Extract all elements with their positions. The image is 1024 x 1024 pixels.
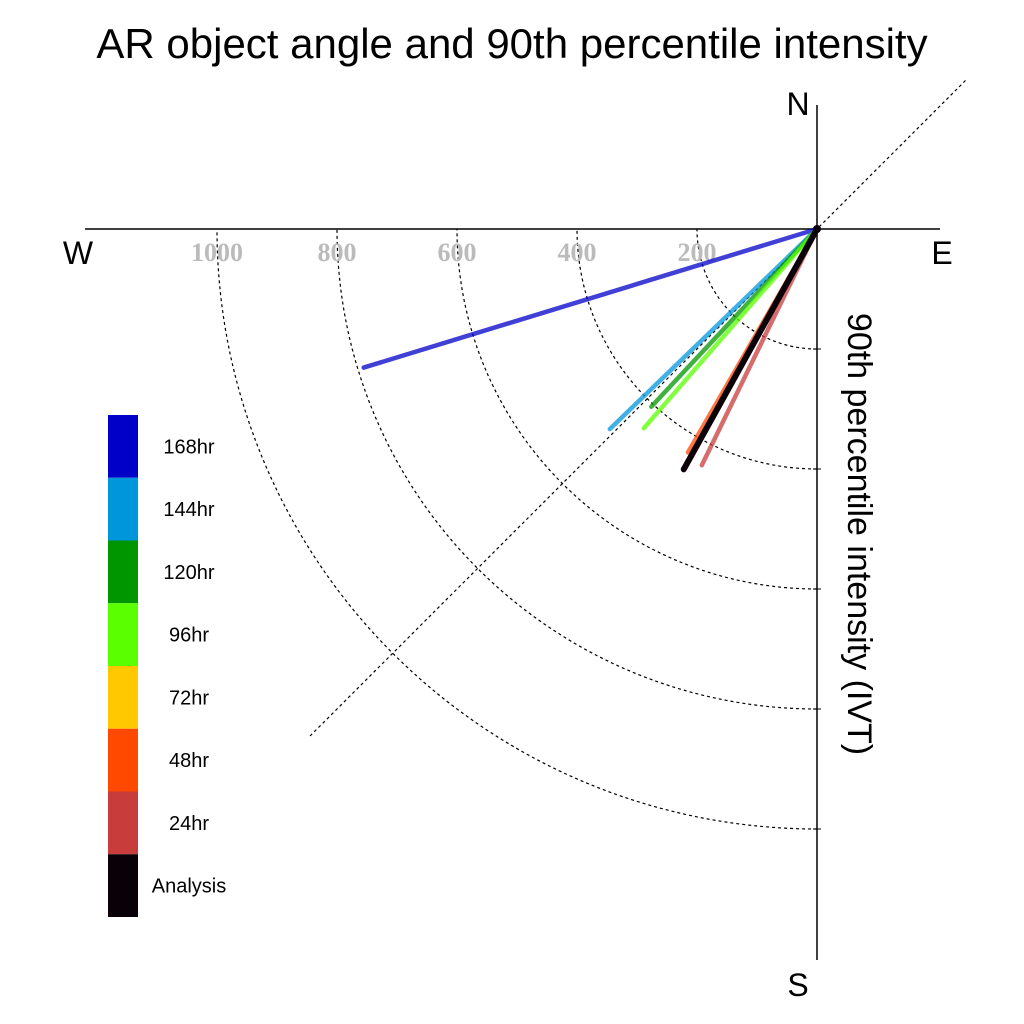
legend-swatch-96hr xyxy=(108,603,138,666)
legend-label-48hr: 48hr xyxy=(169,750,209,772)
chart-title: AR object angle and 90th percentile inte… xyxy=(96,20,927,67)
legend-label-72hr: 72hr xyxy=(169,687,209,709)
radial-tick-label-800: 800 xyxy=(318,238,357,267)
legend-label-144hr: 144hr xyxy=(163,499,214,521)
radial-tick-label-1000: 1000 xyxy=(191,238,243,267)
diagonal-grid-line xyxy=(307,80,966,739)
north-label: N xyxy=(786,86,809,122)
legend: 168hr 144hr 120hr 96hr 72hr 48hr 24hr Analysis xyxy=(108,415,226,917)
legend-label-analysis: Analysis xyxy=(152,876,226,898)
east-label: E xyxy=(931,235,952,271)
legend-swatch-120hr xyxy=(108,540,138,604)
vector-144hr xyxy=(607,226,820,432)
vector-168hr xyxy=(361,226,820,370)
legend-swatch-48hr xyxy=(108,728,138,792)
legend-swatch-168hr xyxy=(108,415,138,478)
vector-analysis xyxy=(680,226,820,473)
origin-dot xyxy=(813,225,821,233)
legend-label-24hr: 24hr xyxy=(169,813,209,835)
legend-label-96hr: 96hr xyxy=(169,625,209,647)
west-label: W xyxy=(63,235,94,271)
south-label: S xyxy=(787,967,808,1003)
radial-tick-label-400: 400 xyxy=(558,238,597,267)
radial-tick-label-600: 600 xyxy=(438,238,477,267)
compass-axes: N S E W xyxy=(63,86,953,1003)
legend-label-120hr: 120hr xyxy=(163,562,214,584)
legend-swatch-144hr xyxy=(108,477,138,541)
series-vectors xyxy=(361,225,821,473)
legend-swatch-24hr xyxy=(108,791,138,855)
legend-swatch-analysis xyxy=(108,854,138,917)
grid-arc-200 xyxy=(696,228,818,350)
legend-label-168hr: 168hr xyxy=(163,436,214,458)
legend-swatch-72hr xyxy=(108,666,138,729)
grid-arc-1000 xyxy=(216,228,818,830)
y-axis-label: 90th percentile intensity (IVT) xyxy=(840,313,878,755)
vector-96hr xyxy=(641,226,820,431)
polar-grid xyxy=(216,80,966,830)
grid-arc-600 xyxy=(456,228,818,590)
